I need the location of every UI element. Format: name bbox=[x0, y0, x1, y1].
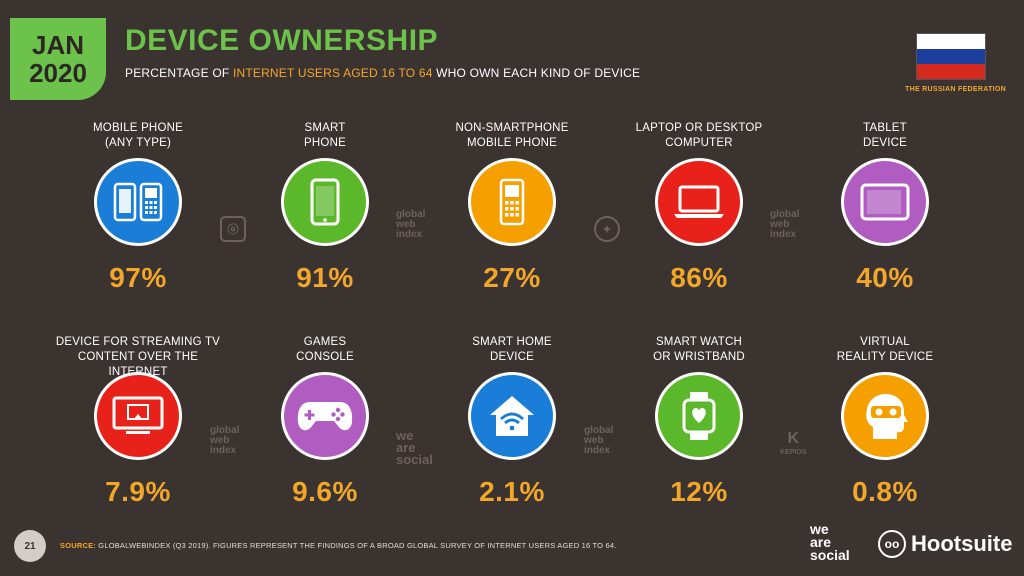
gwi-watermark-2: global web index bbox=[770, 209, 800, 240]
page-title: DEVICE OWNERSHIP bbox=[125, 24, 439, 57]
device-value: 2.1% bbox=[479, 476, 545, 507]
device-label: VIRTUAL REALITY DEVICE bbox=[836, 336, 934, 363]
flag-stripe-red bbox=[917, 64, 985, 79]
device-value: 97% bbox=[109, 262, 167, 293]
mobile-phones-icon bbox=[112, 182, 164, 222]
tablet-icon bbox=[860, 183, 910, 221]
we-are-social-logo: we are social bbox=[810, 521, 850, 563]
russia-flag-icon bbox=[916, 33, 986, 80]
date-month: JAN bbox=[31, 30, 84, 60]
hootsuite-wordmark: Hootsuite bbox=[911, 531, 1013, 556]
was-watermark: we are social bbox=[396, 428, 433, 467]
device-value: 91% bbox=[296, 262, 354, 293]
source-note: SOURCE: GLOBALWEBINDEX (Q3 2019). FIGURE… bbox=[60, 541, 617, 550]
device-tile: LAPTOP OR DESKTOP COMPUTER 86% bbox=[611, 121, 787, 294]
gwi-watermark-3: global web index bbox=[210, 425, 240, 456]
country-label: THE RUSSIAN FEDERATION bbox=[905, 86, 1006, 93]
subtitle-post: WHO OWN EACH KIND OF DEVICE bbox=[432, 66, 641, 80]
device-value: 0.8% bbox=[852, 476, 918, 507]
device-label: SMART PHONE bbox=[304, 122, 346, 149]
date-year: 2020 bbox=[29, 58, 87, 88]
device-icon-circle bbox=[841, 158, 929, 246]
kepios-logo-icon: K bbox=[787, 430, 799, 447]
gwi-watermark: global web index bbox=[396, 209, 426, 240]
device-icon-circle bbox=[841, 372, 929, 460]
device-icon-circle bbox=[281, 372, 369, 460]
flag-stripe-white bbox=[917, 34, 985, 49]
device-tile: VIRTUAL REALITY DEVICE 0.8% bbox=[797, 335, 973, 508]
lightbulb-watermark-icon: ✦ bbox=[594, 216, 620, 242]
device-value: 27% bbox=[483, 262, 541, 293]
device-label: MOBILE PHONE (ANY TYPE) bbox=[93, 122, 183, 149]
device-value: 86% bbox=[670, 262, 728, 293]
device-label: SMART WATCH OR WRISTBAND bbox=[653, 336, 745, 363]
flag-stripe-blue bbox=[917, 49, 985, 64]
smartwatch-icon bbox=[681, 391, 717, 441]
page-number: 21 bbox=[14, 530, 46, 562]
device-icon-circle bbox=[94, 158, 182, 246]
device-tile: SMART HOME DEVICE 2.1% bbox=[424, 335, 600, 508]
device-icon-circle bbox=[468, 158, 556, 246]
device-label: LAPTOP OR DESKTOP COMPUTER bbox=[635, 122, 763, 149]
hootsuite-logo: oo Hootsuite bbox=[878, 530, 1012, 558]
subtitle-pre: PERCENTAGE OF bbox=[125, 66, 233, 80]
feature-phone-icon bbox=[499, 178, 525, 226]
device-icon-circle bbox=[281, 158, 369, 246]
device-icon-circle bbox=[468, 372, 556, 460]
device-label: NON-SMARTPHONE MOBILE PHONE bbox=[455, 122, 569, 149]
device-icon-circle bbox=[94, 372, 182, 460]
laptop-icon bbox=[672, 184, 726, 220]
device-tile: DEVICE FOR STREAMING TV CONTENT OVER THE… bbox=[50, 335, 226, 508]
hootsuite-watermark-icon: ⓞ bbox=[220, 216, 246, 242]
subtitle-highlight: INTERNET USERS AGED 16 TO 64 bbox=[232, 66, 433, 80]
device-tile: SMART WATCH OR WRISTBAND 12% bbox=[611, 335, 787, 508]
device-icon-circle bbox=[655, 158, 743, 246]
device-label: SMART HOME DEVICE bbox=[472, 336, 552, 363]
gamepad-icon bbox=[296, 398, 354, 434]
page-subtitle: PERCENTAGE OF INTERNET USERS AGED 16 TO … bbox=[125, 66, 640, 80]
gwi-watermark-4: global web index bbox=[584, 425, 614, 456]
device-tile: SMART PHONE 91% bbox=[237, 121, 413, 294]
device-icon-circle bbox=[655, 372, 743, 460]
vr-headset-icon bbox=[859, 391, 911, 441]
smartphone-icon bbox=[310, 178, 340, 226]
device-value: 9.6% bbox=[292, 476, 358, 507]
device-value: 40% bbox=[856, 262, 914, 293]
source-label: SOURCE: bbox=[60, 541, 96, 550]
device-tile: MOBILE PHONE (ANY TYPE) 97% bbox=[50, 121, 226, 294]
device-tile: GAMES CONSOLE 9.6% bbox=[237, 335, 413, 508]
device-label: GAMES CONSOLE bbox=[296, 336, 354, 363]
smart-home-icon bbox=[487, 393, 537, 439]
date-badge: JAN 2020 bbox=[10, 18, 106, 100]
kepios-watermark: K KEPIOS bbox=[780, 430, 807, 456]
streaming-tv-icon bbox=[112, 396, 164, 436]
device-value: 7.9% bbox=[105, 476, 171, 507]
device-tile: NON-SMARTPHONE MOBILE PHONE 27% bbox=[424, 121, 600, 294]
device-tile: TABLET DEVICE 40% bbox=[797, 121, 973, 294]
source-text: GLOBALWEBINDEX (Q3 2019). FIGURES REPRES… bbox=[96, 541, 617, 550]
device-label: TABLET DEVICE bbox=[862, 122, 908, 149]
device-label: DEVICE FOR STREAMING TV CONTENT OVER THE… bbox=[55, 336, 221, 378]
device-value: 12% bbox=[670, 476, 728, 507]
hootsuite-owl-icon: oo bbox=[878, 530, 906, 558]
